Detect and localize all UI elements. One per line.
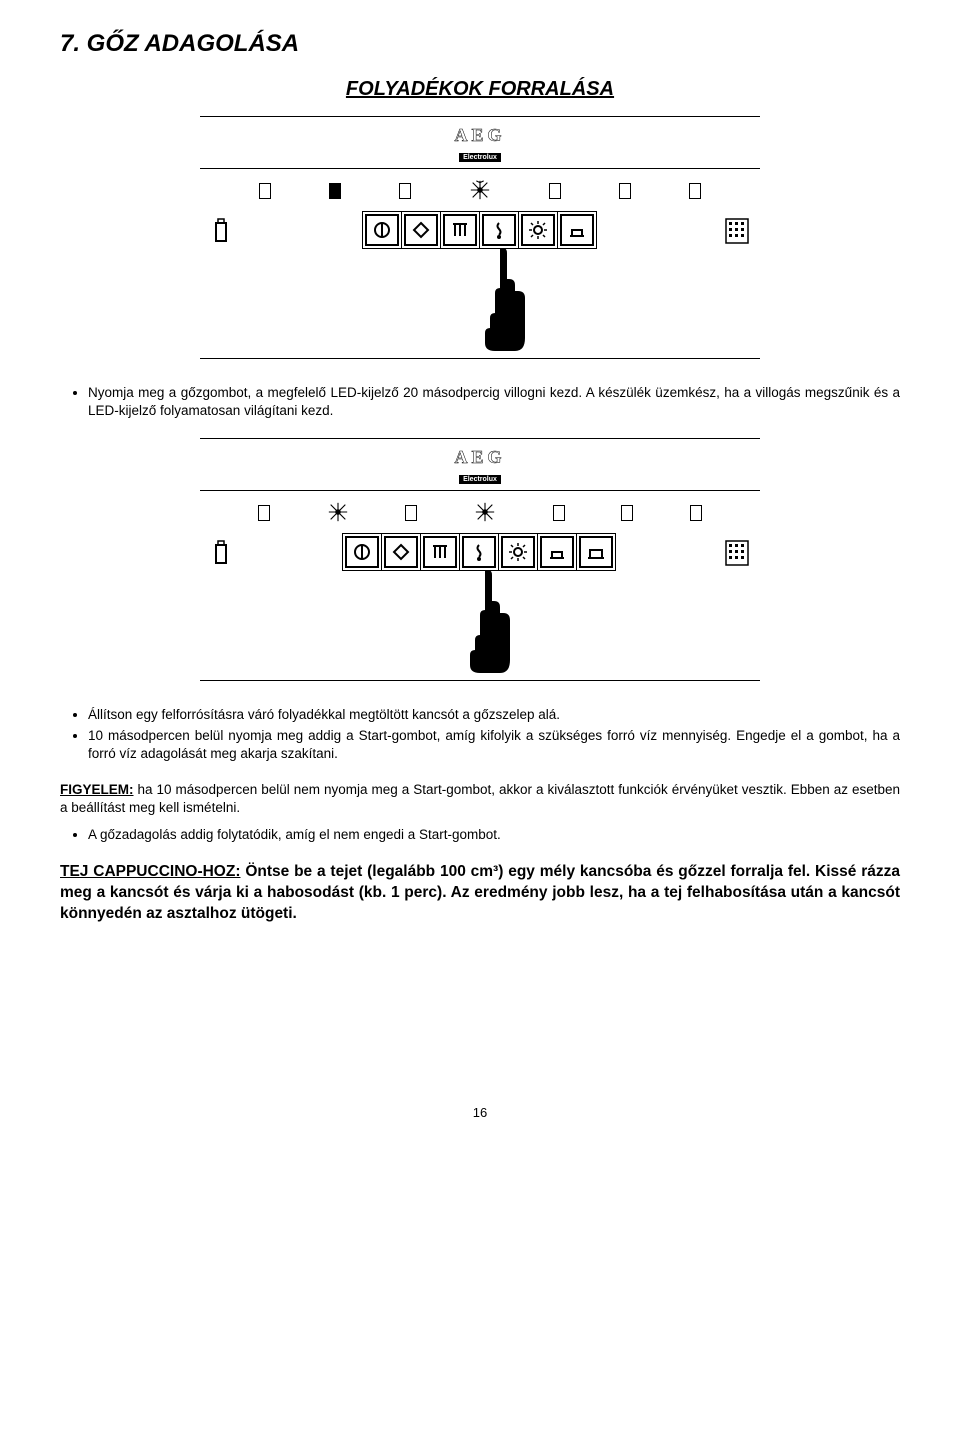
panel-button-steam bbox=[460, 534, 499, 570]
pointing-hand bbox=[210, 569, 760, 680]
brand-sub: Electrolux bbox=[459, 475, 501, 484]
panel-button bbox=[519, 212, 558, 248]
panel-button bbox=[421, 534, 460, 570]
brand-name: AEG bbox=[200, 447, 760, 468]
pointing-hand bbox=[240, 247, 760, 358]
panel-button-steam bbox=[480, 212, 519, 248]
panel-button bbox=[343, 534, 382, 570]
led-indicator bbox=[399, 183, 411, 199]
panel-button bbox=[558, 212, 596, 248]
panel-button bbox=[577, 534, 615, 570]
panel-button bbox=[402, 212, 441, 248]
keypad-icon bbox=[724, 217, 750, 245]
panel-button bbox=[538, 534, 577, 570]
brand-row: AEG Electrolux bbox=[200, 439, 760, 490]
led-indicator bbox=[329, 183, 341, 199]
cup-icon bbox=[210, 539, 234, 569]
brand-name: AEG bbox=[200, 125, 760, 146]
led-indicator-active bbox=[474, 501, 496, 523]
led-indicator bbox=[690, 505, 702, 521]
attention-text: ha 10 másodpercen belül nem nyomja meg a… bbox=[60, 782, 900, 815]
led-row bbox=[200, 169, 760, 211]
bullet-list-2: Állítson egy felforrósításra váró folyad… bbox=[60, 706, 900, 763]
panel-button bbox=[382, 534, 421, 570]
keypad-icon bbox=[724, 539, 750, 567]
panel-button bbox=[363, 212, 402, 248]
led-indicator-active bbox=[327, 501, 349, 523]
brand-sub: Electrolux bbox=[459, 153, 501, 162]
bullet-list-1: Nyomja meg a gőzgombot, a megfelelő LED-… bbox=[60, 384, 900, 420]
button-box bbox=[342, 533, 616, 571]
list-item: Állítson egy felforrósításra váró folyad… bbox=[88, 706, 900, 724]
list-item: A gőzadagolás addig folytatódik, amíg el… bbox=[88, 826, 900, 844]
control-panel-diagram-1: AEG Electrolux bbox=[200, 116, 760, 359]
led-indicator bbox=[259, 183, 271, 199]
section-subtitle: FOLYADÉKOK FORRALÁSA bbox=[60, 78, 900, 101]
cappuccino-paragraph: TEJ CAPPUCCINO-HOZ: Öntse be a tejet (le… bbox=[60, 862, 900, 925]
button-row bbox=[200, 533, 760, 571]
attention-paragraph: FIGYELEM: ha 10 másodpercen belül nem ny… bbox=[60, 781, 900, 817]
led-indicator bbox=[549, 183, 561, 199]
bullet-list-3: A gőzadagolás addig folytatódik, amíg el… bbox=[60, 826, 900, 844]
led-indicator-active bbox=[469, 179, 491, 201]
cappuccino-label: TEJ CAPPUCCINO-HOZ: bbox=[60, 863, 241, 880]
led-indicator bbox=[621, 505, 633, 521]
led-indicator bbox=[553, 505, 565, 521]
list-item: 10 másodpercen belül nyomja meg addig a … bbox=[88, 727, 900, 763]
led-indicator bbox=[619, 183, 631, 199]
led-row bbox=[200, 491, 760, 533]
led-indicator bbox=[405, 505, 417, 521]
brand-row: AEG Electrolux bbox=[200, 117, 760, 168]
attention-label: FIGYELEM: bbox=[60, 782, 134, 797]
button-row bbox=[200, 211, 760, 249]
page-number: 16 bbox=[60, 1105, 900, 1120]
list-item: Nyomja meg a gőzgombot, a megfelelő LED-… bbox=[88, 384, 900, 420]
led-indicator bbox=[689, 183, 701, 199]
section-title: 7. GŐZ ADAGOLÁSA bbox=[60, 30, 900, 58]
button-box bbox=[362, 211, 597, 249]
panel-button bbox=[441, 212, 480, 248]
control-panel-diagram-2: AEG Electrolux bbox=[200, 438, 760, 681]
panel-button bbox=[499, 534, 538, 570]
led-indicator bbox=[258, 505, 270, 521]
cup-icon bbox=[210, 217, 234, 247]
